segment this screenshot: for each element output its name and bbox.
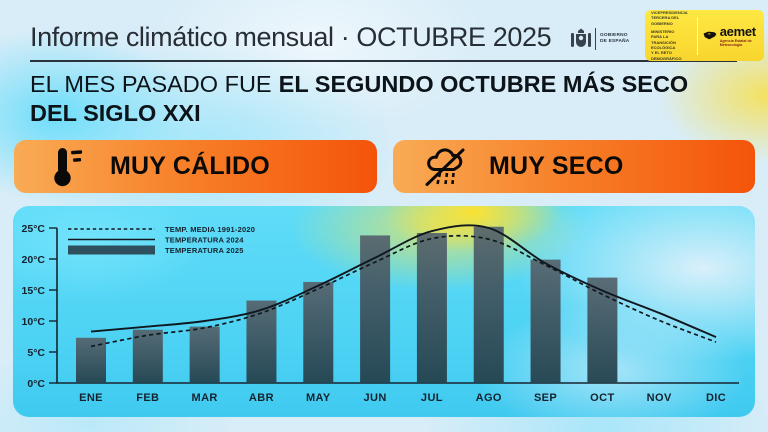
spain-coat-of-arms-icon xyxy=(571,28,591,47)
badge-label: MUY CÁLIDO xyxy=(110,152,270,180)
page-title: Informe climático mensual · OCTUBRE 2025 xyxy=(30,22,552,52)
headline-normal: EL MES PASADO FUE xyxy=(30,71,272,97)
badge-label: MUY SECO xyxy=(489,152,624,180)
bar-JUN xyxy=(360,235,391,383)
bar-FEB xyxy=(132,329,163,383)
bar-ABR xyxy=(246,300,277,383)
crossed-rain-icon xyxy=(423,146,467,188)
y-tick-label: 15°C xyxy=(22,285,46,297)
title-divider xyxy=(30,60,737,62)
aemet-separator xyxy=(696,16,698,55)
bar-MAR xyxy=(189,326,220,383)
ministry-line: VICEPRESIDENCIA xyxy=(651,9,688,15)
aemet-map-icon xyxy=(703,31,717,40)
aemet-logo: aemet Agencia Estatal de Meteorología xyxy=(702,25,764,47)
bar-ENE xyxy=(76,337,106,383)
x-tick-label: SEP xyxy=(534,392,557,404)
y-tick-label: 25°C xyxy=(22,223,46,235)
y-tick-label: 5°C xyxy=(27,347,45,359)
y-tick-label: 10°C xyxy=(22,316,46,328)
ministry-line: Y EL RETO DEMOGRÁFICO xyxy=(651,50,682,61)
thermometer-icon xyxy=(44,146,88,188)
legend-label: TEMPERATURA 2025 xyxy=(165,246,244,255)
x-tick-label: NOV xyxy=(647,392,672,404)
y-tick-label: 20°C xyxy=(22,254,46,266)
bar-JUL xyxy=(416,232,447,383)
gov-line2: DE ESPAÑA xyxy=(600,39,630,44)
climate-chart: 0°C 5°C 10°C 15°C 20°C 25°C ENE FEB MAR ABR MAY JUN… xyxy=(22,223,739,404)
legend-swatch-bar xyxy=(68,245,155,255)
x-tick-label: JUN xyxy=(363,392,386,404)
ministry-line: TERCERA DEL GOBIERNO xyxy=(651,15,680,26)
ministry-line: MINISTERIO xyxy=(651,28,675,34)
legend-label: TEMPERATURA 2024 xyxy=(165,235,244,244)
climate-chart-panel: 0°C 5°C 10°C 15°C 20°C 25°C ENE FEB MAR ABR MAY JUN… xyxy=(13,206,755,417)
ministry-line: PARA LA TRANSICIÓN ECOLÓGICA xyxy=(651,34,676,51)
ministry-text: VICEPRESIDENCIA TERCERA DEL GOBIERNO MIN… xyxy=(651,10,693,62)
line-temperatura-2024 xyxy=(90,224,717,338)
x-tick-label: AGO xyxy=(476,392,502,404)
x-tick-label: DIC xyxy=(706,392,726,404)
headline-emphasis: EL SEGUNDO OCTUBRE MÁS SECO DEL SIGLO XX… xyxy=(30,71,689,126)
aemet-logo-box: VICEPRESIDENCIA TERCERA DEL GOBIERNO MIN… xyxy=(645,10,764,61)
y-tick-label: 0°C xyxy=(27,378,45,390)
badge-muy-calido: MUY CÁLIDO xyxy=(14,140,377,193)
x-tick-label: JUL xyxy=(421,392,443,404)
x-tick-label: ENE xyxy=(79,392,103,404)
badge-muy-seco: MUY SECO xyxy=(393,140,755,193)
aemet-wordmark: aemet xyxy=(719,23,756,39)
bar-SEP xyxy=(530,259,561,383)
x-tick-label: MAY xyxy=(306,392,331,404)
government-name: GOBIERNO DE ESPAÑA xyxy=(600,33,629,45)
line-temp-media-1991-2020 xyxy=(90,234,717,348)
bar-AGO xyxy=(473,226,504,383)
bar-MAY xyxy=(303,281,334,383)
x-tick-label: FEB xyxy=(136,392,159,404)
x-tick-label: OCT xyxy=(590,392,614,404)
x-tick-label: MAR xyxy=(192,392,218,404)
logo-separator xyxy=(595,28,596,50)
headline: EL MES PASADO FUE EL SEGUNDO OCTUBRE MÁS … xyxy=(30,70,740,127)
aemet-tagline: Agencia Estatal de Meteorología xyxy=(719,38,752,47)
x-tick-label: ABR xyxy=(249,392,274,404)
legend-label: TEMP. MEDIA 1991-2020 xyxy=(165,225,255,234)
gov-line1: GOBIERNO xyxy=(600,33,628,39)
government-logo: GOBIERNO DE ESPAÑA xyxy=(570,25,629,53)
